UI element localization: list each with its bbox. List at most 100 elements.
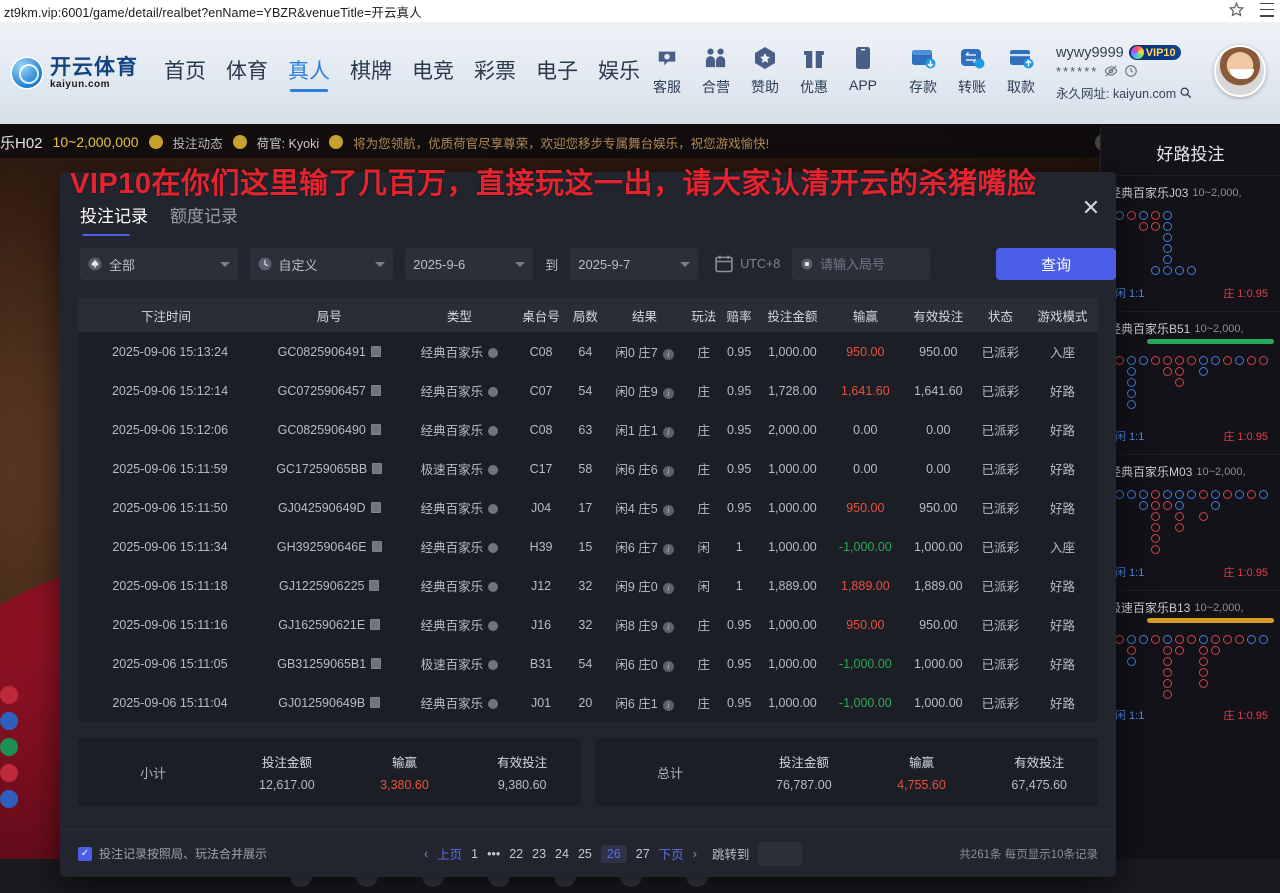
pagination-page-22[interactable]: 22	[509, 846, 524, 861]
pagination-page-24[interactable]: 24	[555, 846, 569, 861]
cell-bet: 1,000.00	[768, 695, 817, 710]
copy-icon[interactable]	[370, 618, 381, 630]
info-icon[interactable]: i	[662, 349, 674, 360]
account-username[interactable]: wywy9999	[1056, 44, 1124, 61]
table-row[interactable]: 2025-09-06 15:11:04 GJ012590649B 经典百家乐 J01 2…	[78, 683, 1098, 722]
copy-icon[interactable]	[370, 696, 381, 708]
avatar[interactable]	[1214, 44, 1266, 97]
pagination-prev-arrow[interactable]: ‹	[423, 846, 429, 861]
info-dot-icon[interactable]	[488, 621, 499, 631]
nav-item-entertainment[interactable]: 娱乐	[598, 59, 640, 83]
good-road-card[interactable]: 经典百家乐M03 10~2,000,	[1101, 454, 1280, 590]
header-action-withdraw[interactable]: 取款	[998, 45, 1044, 97]
info-dot-icon[interactable]	[488, 543, 499, 553]
info-icon[interactable]: i	[662, 466, 674, 477]
star-icon[interactable]	[1229, 2, 1244, 17]
table-row[interactable]: 2025-09-06 15:12:14 GC0725906457 经典百家乐 C07 5…	[78, 371, 1098, 410]
pagination-jump-input[interactable]	[758, 841, 803, 866]
checkbox-checked-icon[interactable]: ✓	[78, 846, 92, 861]
date-to-select[interactable]: 2025-9-7	[570, 248, 699, 280]
category-select[interactable]: 全部	[80, 248, 238, 280]
tab-credit-records[interactable]: 额度记录	[170, 207, 238, 226]
url-text[interactable]: zt9km.vip:6001/game/detail/realbet?enNam…	[4, 5, 422, 20]
header-action-deposit[interactable]: 存款	[900, 45, 946, 97]
date-from-select[interactable]: 2025-9-6	[405, 248, 534, 280]
pagination-page-current[interactable]: 26	[600, 844, 627, 863]
info-dot-icon[interactable]	[488, 348, 499, 358]
info-icon[interactable]: i	[662, 388, 674, 399]
pagination-ellipsis[interactable]: •••	[487, 846, 501, 861]
info-icon[interactable]: i	[662, 700, 674, 711]
bet-dynamics-label[interactable]: 投注动态	[172, 136, 223, 151]
nav-item-chess[interactable]: 棋牌	[350, 59, 392, 83]
table-row[interactable]: 2025-09-06 15:11:59 GC17259065BB 极速百家乐 C17 5…	[78, 449, 1098, 488]
table-row[interactable]: 2025-09-06 15:11:50 GJ042590649D 经典百家乐 J04 1…	[78, 488, 1098, 527]
copy-icon[interactable]	[370, 345, 381, 357]
info-dot-icon[interactable]	[488, 465, 499, 475]
pagination-page-25[interactable]: 25	[577, 846, 592, 861]
pagination-page-27[interactable]: 27	[635, 846, 650, 861]
info-dot-icon[interactable]	[488, 699, 499, 709]
eye-off-icon[interactable]	[1104, 64, 1118, 78]
copy-icon[interactable]	[369, 579, 380, 591]
menu-icon[interactable]	[1260, 2, 1274, 17]
copy-icon[interactable]	[371, 657, 382, 669]
good-road-card[interactable]: 经典百家乐B51 10~2,000,	[1101, 311, 1280, 454]
good-road-card[interactable]: 极速百家乐B13 10~2,000,	[1101, 590, 1280, 733]
nav-item-lottery[interactable]: 彩票	[474, 59, 516, 83]
nav-item-esports[interactable]: 电竞	[412, 59, 454, 83]
table-row[interactable]: 2025-09-06 15:11:16 GJ162590621E 经典百家乐 J16 3…	[78, 605, 1098, 644]
merge-display-checkbox-wrap[interactable]: ✓ 投注记录按照局、玩法合并展示	[78, 845, 267, 862]
pagination-next-arrow[interactable]: ›	[692, 846, 697, 861]
header-action-app[interactable]: APP	[840, 45, 886, 97]
pagination-next-label[interactable]: 下页	[658, 848, 684, 862]
copy-icon[interactable]	[371, 540, 382, 552]
nav-item-sports[interactable]: 体育	[226, 59, 268, 83]
summary-subtotal-win-value: 3,380.60	[380, 778, 429, 792]
nav-item-home[interactable]: 首页	[164, 59, 206, 83]
table-row[interactable]: 2025-09-06 15:11:34 GH392590646E 经典百家乐 H39 1…	[78, 527, 1098, 566]
browser-address-bar[interactable]: zt9km.vip:6001/game/detail/realbet?enNam…	[0, 0, 1280, 22]
round-number-input-wrap[interactable]	[792, 248, 931, 280]
search-icon[interactable]	[1179, 86, 1192, 99]
query-button[interactable]: 查询	[996, 248, 1116, 280]
nav-item-live[interactable]: 真人	[288, 55, 330, 92]
copy-icon[interactable]	[370, 501, 381, 513]
header-action-affiliate[interactable]: 合营	[693, 45, 739, 97]
table-row[interactable]: 2025-09-06 15:12:06 GC0825906490 经典百家乐 C08 6…	[78, 410, 1098, 449]
round-number-input[interactable]	[820, 256, 922, 272]
info-icon[interactable]: i	[662, 505, 674, 516]
pagination-prev-label[interactable]: 上页	[437, 848, 463, 862]
refresh-icon[interactable]	[1124, 64, 1138, 78]
header-action-transfer[interactable]: 转账	[949, 45, 995, 97]
info-dot-icon[interactable]	[488, 387, 499, 397]
info-icon[interactable]: i	[662, 427, 674, 438]
copy-icon[interactable]	[370, 423, 381, 435]
nav-item-slots[interactable]: 电子	[536, 59, 578, 83]
info-icon[interactable]: i	[662, 661, 674, 672]
info-dot-icon[interactable]	[488, 660, 499, 670]
pagination-page-23[interactable]: 23	[532, 846, 547, 861]
info-dot-icon[interactable]	[488, 426, 499, 436]
tab-bet-records[interactable]: 投注记录	[80, 202, 148, 236]
table-row[interactable]: 2025-09-06 15:11:05 GB31259065B1 极速百家乐 B31 5…	[78, 644, 1098, 683]
copy-icon[interactable]	[372, 462, 383, 474]
info-icon[interactable]: i	[662, 544, 674, 555]
time-range-select[interactable]: 自定义	[249, 248, 394, 280]
header-action-promo[interactable]: 优惠	[791, 45, 837, 97]
info-icon[interactable]: i	[662, 583, 674, 594]
header-action-sponsor[interactable]: 赞助	[742, 45, 788, 97]
info-icon[interactable]: i	[662, 622, 674, 633]
table-row[interactable]: 2025-09-06 15:13:24 GC0825906491 经典百家乐 C08 6…	[78, 332, 1098, 371]
timezone-indicator[interactable]: UTC+8	[714, 254, 780, 274]
good-road-card[interactable]: 经典百家乐J03 10~2,000, 闲 1:1	[1101, 175, 1280, 311]
header-action-support[interactable]: 客服	[644, 45, 690, 97]
site-logo[interactable]: 开云体育 kaiyun.com	[10, 56, 138, 90]
table-row[interactable]: 2025-09-06 15:11:18 GJ1225906225 经典百家乐 J12 3…	[78, 566, 1098, 605]
close-icon[interactable]: ✕	[1081, 195, 1101, 220]
info-dot-icon[interactable]	[488, 504, 499, 514]
copy-icon[interactable]	[370, 384, 381, 396]
pagination-page-1[interactable]: 1	[471, 846, 479, 861]
info-dot-icon[interactable]	[488, 582, 499, 592]
account-permanent-url-row[interactable]: 永久网址: kaiyun.com	[1056, 83, 1206, 102]
